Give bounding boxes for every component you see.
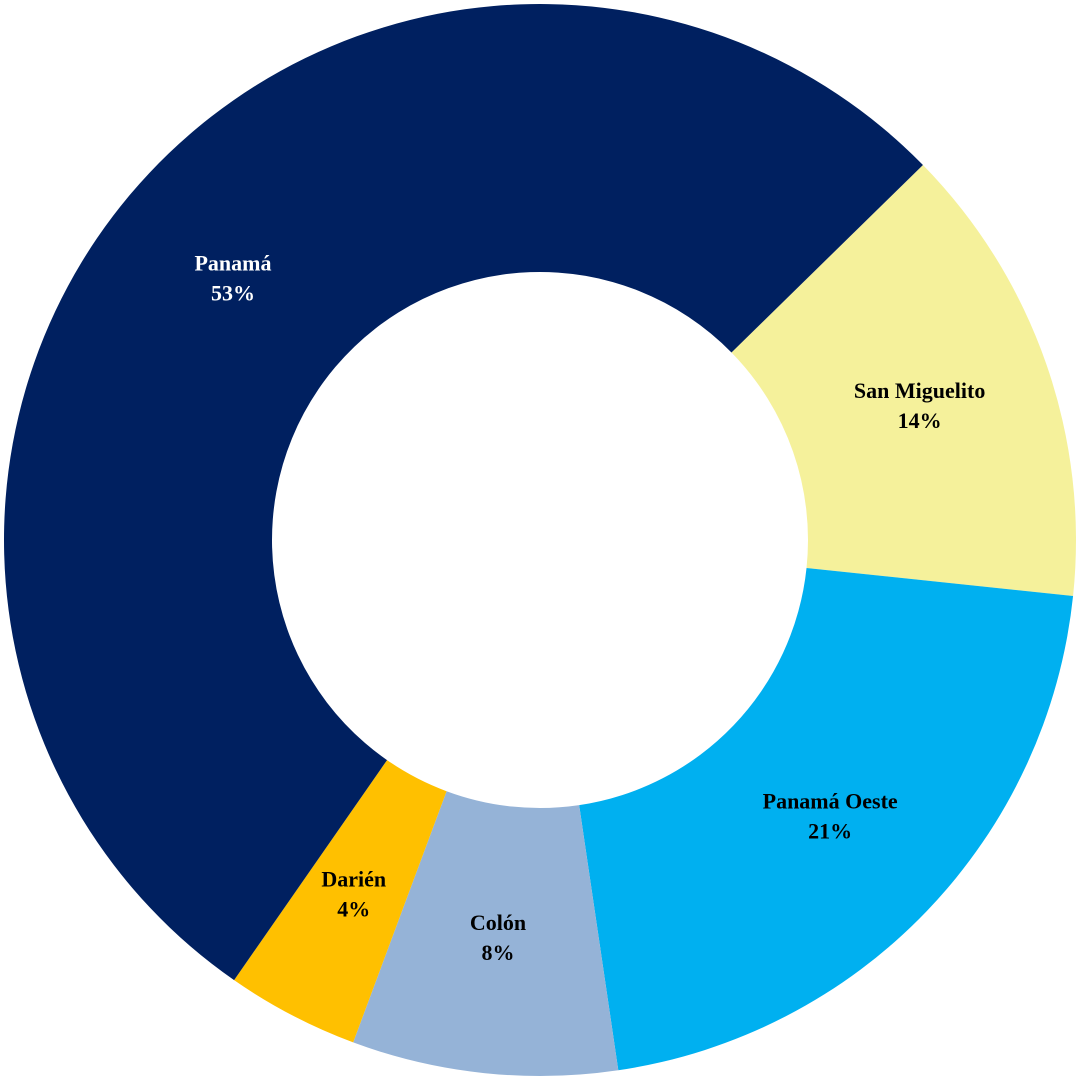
slice-category-label: San Miguelito	[854, 378, 985, 403]
donut-slice	[353, 791, 619, 1076]
slice-value-label: 21%	[808, 818, 852, 843]
donut-slice	[3, 3, 923, 981]
donut-slice	[731, 164, 1076, 597]
slice-value-label: 53%	[211, 281, 255, 306]
slice-value-label: 8%	[481, 940, 514, 965]
slice-category-label: Panamá Oeste	[763, 788, 898, 813]
donut-slice	[234, 760, 447, 1043]
donut-slice	[579, 568, 1074, 1071]
slice-category-label: Panamá	[194, 251, 271, 276]
slice-value-label: 14%	[898, 408, 942, 433]
slice-category-label: Colón	[470, 910, 526, 935]
slice-value-label: 4%	[337, 896, 370, 921]
slice-category-label: Darién	[321, 866, 386, 891]
